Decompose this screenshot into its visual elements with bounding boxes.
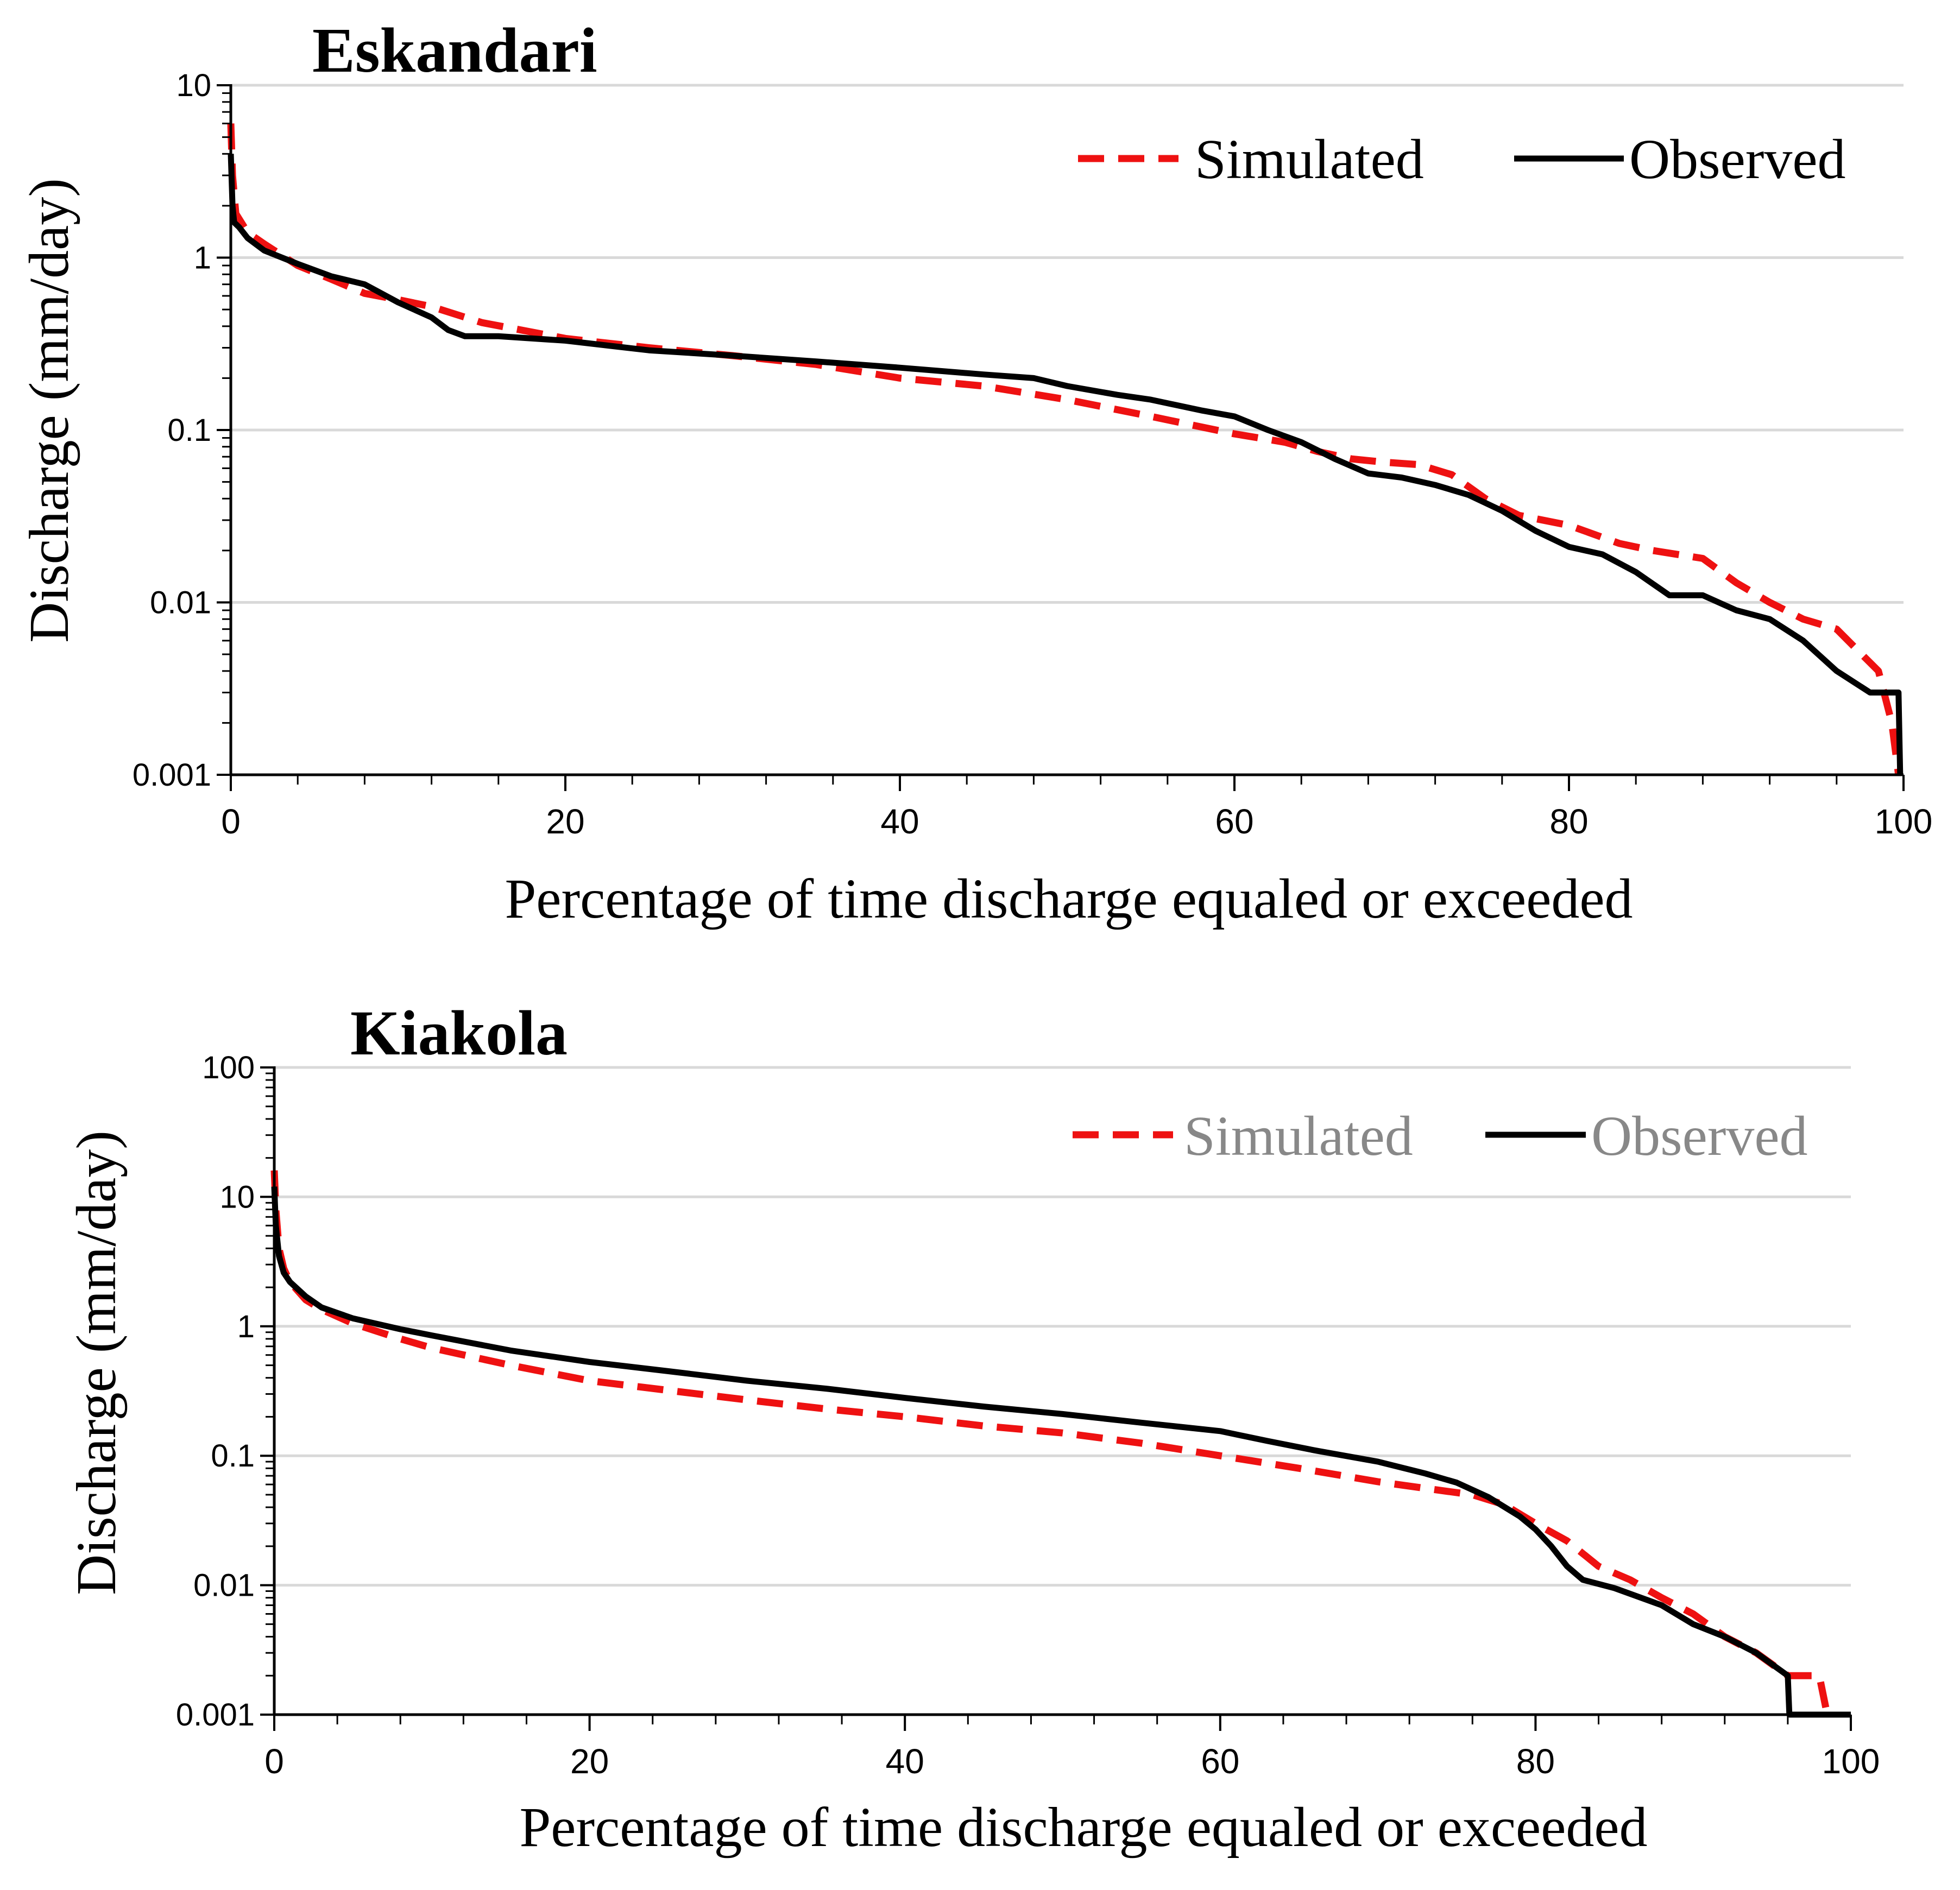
legend-label-observed: Observed [1629,128,1846,191]
legend: Simulated Observed [1073,1105,1808,1167]
x-tick-label: 80 [1549,802,1588,841]
x-tick-label: 40 [886,1742,924,1781]
y-tick-label: 0.01 [150,585,211,621]
axes [260,1066,1852,1731]
x-tick-label: 60 [1201,1742,1239,1781]
x-tick-label: 40 [880,802,919,841]
x-tick-label: 20 [570,1742,609,1781]
x-tick-label: 0 [221,802,241,841]
x-axis-title: Percentage of time discharge equaled or … [519,1796,1647,1859]
y-tick-label: 10 [219,1179,255,1215]
y-axis-title: Discharge (mm/day) [65,1130,128,1595]
x-tick-label: 100 [1875,802,1933,841]
series-line-observed [271,1186,1851,1718]
chart-panel-kiakola: Kiakola 0.001 0.01 0.1 1 10 100 0 20 40 60 80 100 P… [65,997,1880,1859]
legend-label-observed: Observed [1591,1105,1808,1167]
chart-title: Kiakola [350,997,568,1069]
y-tick-label: 0.01 [193,1568,255,1603]
gridlines [274,1066,1851,1587]
x-tick-label: 20 [546,802,584,841]
y-tick-label: 100 [202,1050,255,1085]
legend-label-simulated: Simulated [1195,128,1424,191]
axes [217,84,1905,791]
legend-label-simulated: Simulated [1184,1105,1413,1167]
tick-labels: 0.001 0.01 0.1 1 10 100 0 20 40 60 80 100 [176,1050,1880,1781]
legend: Simulated Observed [1078,128,1846,191]
y-tick-label: 10 [176,68,211,103]
series-line-simulated [270,1170,1831,1716]
y-tick-label: 1 [237,1309,255,1344]
series-line-observed [228,154,1904,775]
y-tick-label: 1 [194,241,211,276]
x-axis-title: Percentage of time discharge equaled or … [505,868,1633,930]
y-tick-label: 0.001 [176,1697,255,1733]
series-layer [270,1170,1851,1718]
y-axis-title: Discharge (mm/day) [18,178,80,643]
series-layer [227,123,1904,775]
x-tick-label: 80 [1516,1742,1555,1781]
chart-title: Eskandari [312,15,597,86]
y-tick-label: 0.1 [167,413,211,448]
x-tick-label: 0 [264,1742,284,1781]
x-tick-label: 60 [1215,802,1253,841]
y-tick-label: 0.001 [133,757,211,793]
y-tick-label: 0.1 [211,1438,255,1474]
gridlines [231,84,1904,604]
x-tick-label: 100 [1822,1742,1880,1781]
series-line-simulated [227,123,1902,775]
